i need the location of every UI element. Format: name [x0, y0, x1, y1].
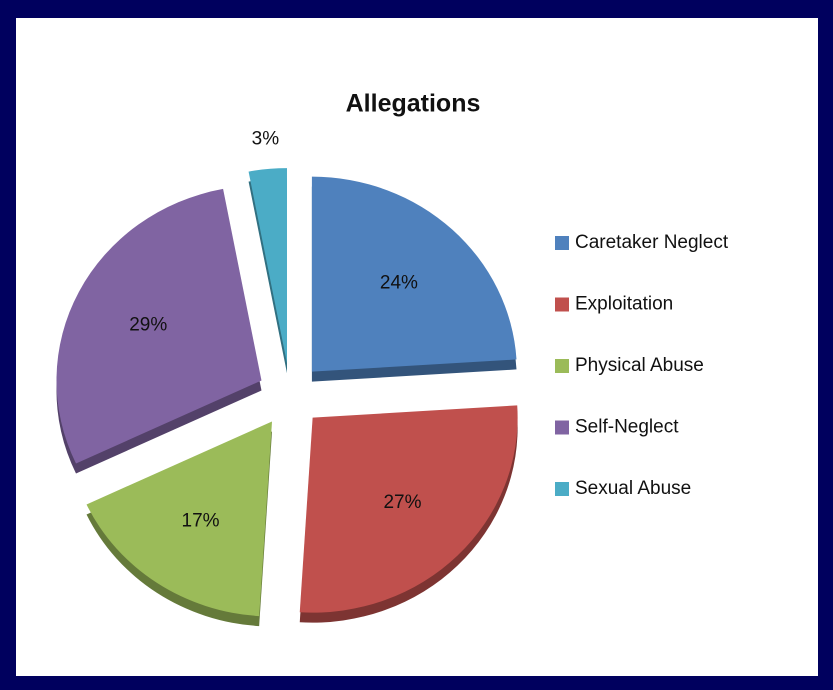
legend-label: Physical Abuse: [575, 355, 704, 376]
legend-swatch: [555, 359, 569, 373]
legend-swatch: [555, 297, 569, 312]
slice: [56, 188, 262, 464]
data-label: 17%: [182, 510, 220, 531]
chart-title: Allegations: [346, 90, 481, 118]
data-label: 29%: [129, 315, 167, 336]
data-label: 24%: [380, 273, 418, 294]
data-label: 27%: [383, 492, 421, 513]
legend-swatch: [555, 420, 569, 435]
data-label: 3%: [252, 129, 280, 150]
legend-swatch: [555, 482, 569, 496]
legend-swatch: [555, 236, 569, 250]
slice: [299, 405, 518, 613]
legend-label: Sexual Abuse: [575, 478, 691, 499]
legend-label: Self-Neglect: [575, 417, 679, 438]
legend-label: Caretaker Neglect: [575, 232, 729, 253]
slice: [311, 176, 517, 372]
slice: [248, 168, 287, 364]
slice: [86, 421, 273, 617]
legend-label: Exploitation: [575, 294, 673, 315]
